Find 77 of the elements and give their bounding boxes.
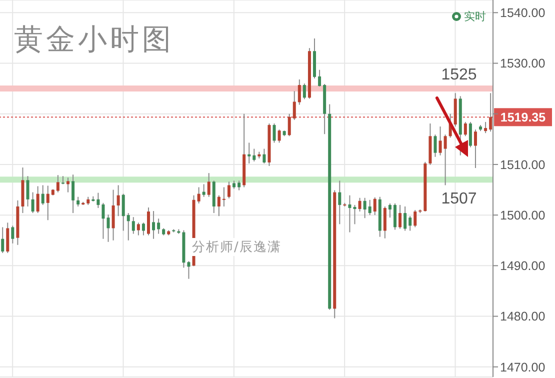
candlestick bbox=[278, 129, 281, 144]
candlestick bbox=[248, 142, 251, 164]
text: 黄金小时图 bbox=[14, 21, 174, 58]
candlestick bbox=[348, 194, 352, 233]
ref-line-label: 1525 bbox=[441, 66, 477, 84]
candlestick bbox=[272, 122, 276, 144]
candlestick bbox=[152, 210, 156, 240]
y-tick-label: 1480.00 bbox=[500, 310, 546, 324]
y-tick-label: 1500.00 bbox=[500, 208, 546, 223]
candlestick bbox=[438, 126, 442, 156]
candlestick bbox=[383, 206, 386, 239]
y-tick-label: 1540.00 bbox=[500, 6, 546, 20]
candlestick bbox=[338, 180, 342, 225]
candlestick bbox=[116, 184, 120, 217]
candlestick bbox=[146, 206, 150, 236]
candlestick bbox=[238, 180, 241, 191]
candlestick bbox=[298, 78, 301, 106]
candlestick bbox=[262, 148, 266, 164]
candlestick bbox=[434, 134, 437, 158]
ref-line-label: 1507 bbox=[441, 190, 477, 208]
candlestick bbox=[122, 193, 125, 232]
candlestick bbox=[368, 199, 372, 216]
candlestick bbox=[76, 196, 80, 207]
candlestick bbox=[408, 216, 412, 232]
candlestick bbox=[41, 184, 44, 206]
candlestick bbox=[468, 121, 472, 148]
candlestick bbox=[157, 218, 160, 234]
candlestick bbox=[474, 129, 477, 169]
candlestick bbox=[187, 260, 190, 280]
candlestick bbox=[404, 206, 407, 232]
candlestick bbox=[132, 216, 135, 234]
candlestick bbox=[222, 186, 226, 207]
candlestick bbox=[142, 222, 145, 236]
candlestick bbox=[126, 212, 130, 241]
candlestick bbox=[207, 172, 210, 198]
candlestick bbox=[318, 69, 322, 88]
candlestick bbox=[414, 210, 417, 228]
candlestick bbox=[444, 134, 447, 186]
candlestick bbox=[393, 202, 396, 230]
candlestick bbox=[373, 196, 376, 216]
candlestick bbox=[484, 121, 488, 134]
candlestick bbox=[11, 225, 14, 244]
candlestick bbox=[36, 186, 40, 214]
candlestick bbox=[252, 148, 256, 162]
candlestick bbox=[56, 174, 60, 193]
candlestick bbox=[72, 174, 75, 214]
candlestick bbox=[6, 222, 10, 254]
candlestick bbox=[112, 189, 115, 241]
candlestick bbox=[1, 226, 4, 254]
candlestick bbox=[136, 222, 140, 236]
y-tick-label: 1470.00 bbox=[500, 360, 546, 374]
candlestick bbox=[26, 176, 30, 207]
annotation: 实时 bbox=[464, 9, 486, 24]
candlestick bbox=[102, 202, 105, 240]
y-tick-label: 1530.00 bbox=[500, 56, 546, 71]
candlestick bbox=[292, 90, 296, 120]
candlestick bbox=[217, 194, 220, 217]
candlestick bbox=[288, 113, 291, 137]
candlestick bbox=[358, 197, 362, 212]
candlestick bbox=[398, 204, 402, 230]
candlestick bbox=[202, 184, 206, 198]
y-tick-label: 1510.00 bbox=[500, 158, 546, 172]
candlestick bbox=[66, 177, 70, 193]
annotation: 分析师/辰逸潇 bbox=[192, 238, 282, 256]
candlestick bbox=[302, 82, 306, 100]
candlestick bbox=[46, 185, 50, 221]
ref-line-label: 1519.35 bbox=[500, 110, 546, 125]
candlestick bbox=[388, 202, 392, 218]
candlestick bbox=[106, 214, 110, 242]
candlestick bbox=[96, 192, 100, 208]
candlestick bbox=[31, 192, 34, 214]
candlestick bbox=[464, 121, 467, 137]
y-tick-label: 1490.00 bbox=[500, 259, 546, 274]
candlestick bbox=[353, 204, 356, 225]
candlestick bbox=[227, 181, 230, 199]
candlestick bbox=[197, 186, 200, 204]
candlestick bbox=[363, 197, 366, 219]
